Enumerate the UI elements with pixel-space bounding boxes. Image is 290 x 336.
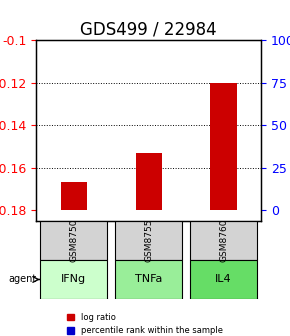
FancyBboxPatch shape bbox=[190, 221, 257, 260]
FancyBboxPatch shape bbox=[190, 260, 257, 299]
Bar bbox=[211, 83, 237, 210]
Title: GDS499 / 22984: GDS499 / 22984 bbox=[80, 21, 217, 39]
Text: IFNg: IFNg bbox=[61, 275, 86, 285]
Text: GSM8750: GSM8750 bbox=[69, 219, 78, 262]
Text: GSM8755: GSM8755 bbox=[144, 219, 153, 262]
FancyBboxPatch shape bbox=[40, 221, 107, 260]
Text: IL4: IL4 bbox=[215, 275, 232, 285]
Text: agent: agent bbox=[8, 275, 36, 285]
FancyBboxPatch shape bbox=[40, 260, 107, 299]
Bar bbox=[61, 181, 87, 210]
Bar bbox=[135, 153, 162, 210]
FancyBboxPatch shape bbox=[115, 221, 182, 260]
Legend: log ratio, percentile rank within the sample: log ratio, percentile rank within the sa… bbox=[64, 310, 226, 336]
Text: GSM8760: GSM8760 bbox=[219, 219, 228, 262]
Text: TNFa: TNFa bbox=[135, 275, 162, 285]
FancyBboxPatch shape bbox=[115, 260, 182, 299]
